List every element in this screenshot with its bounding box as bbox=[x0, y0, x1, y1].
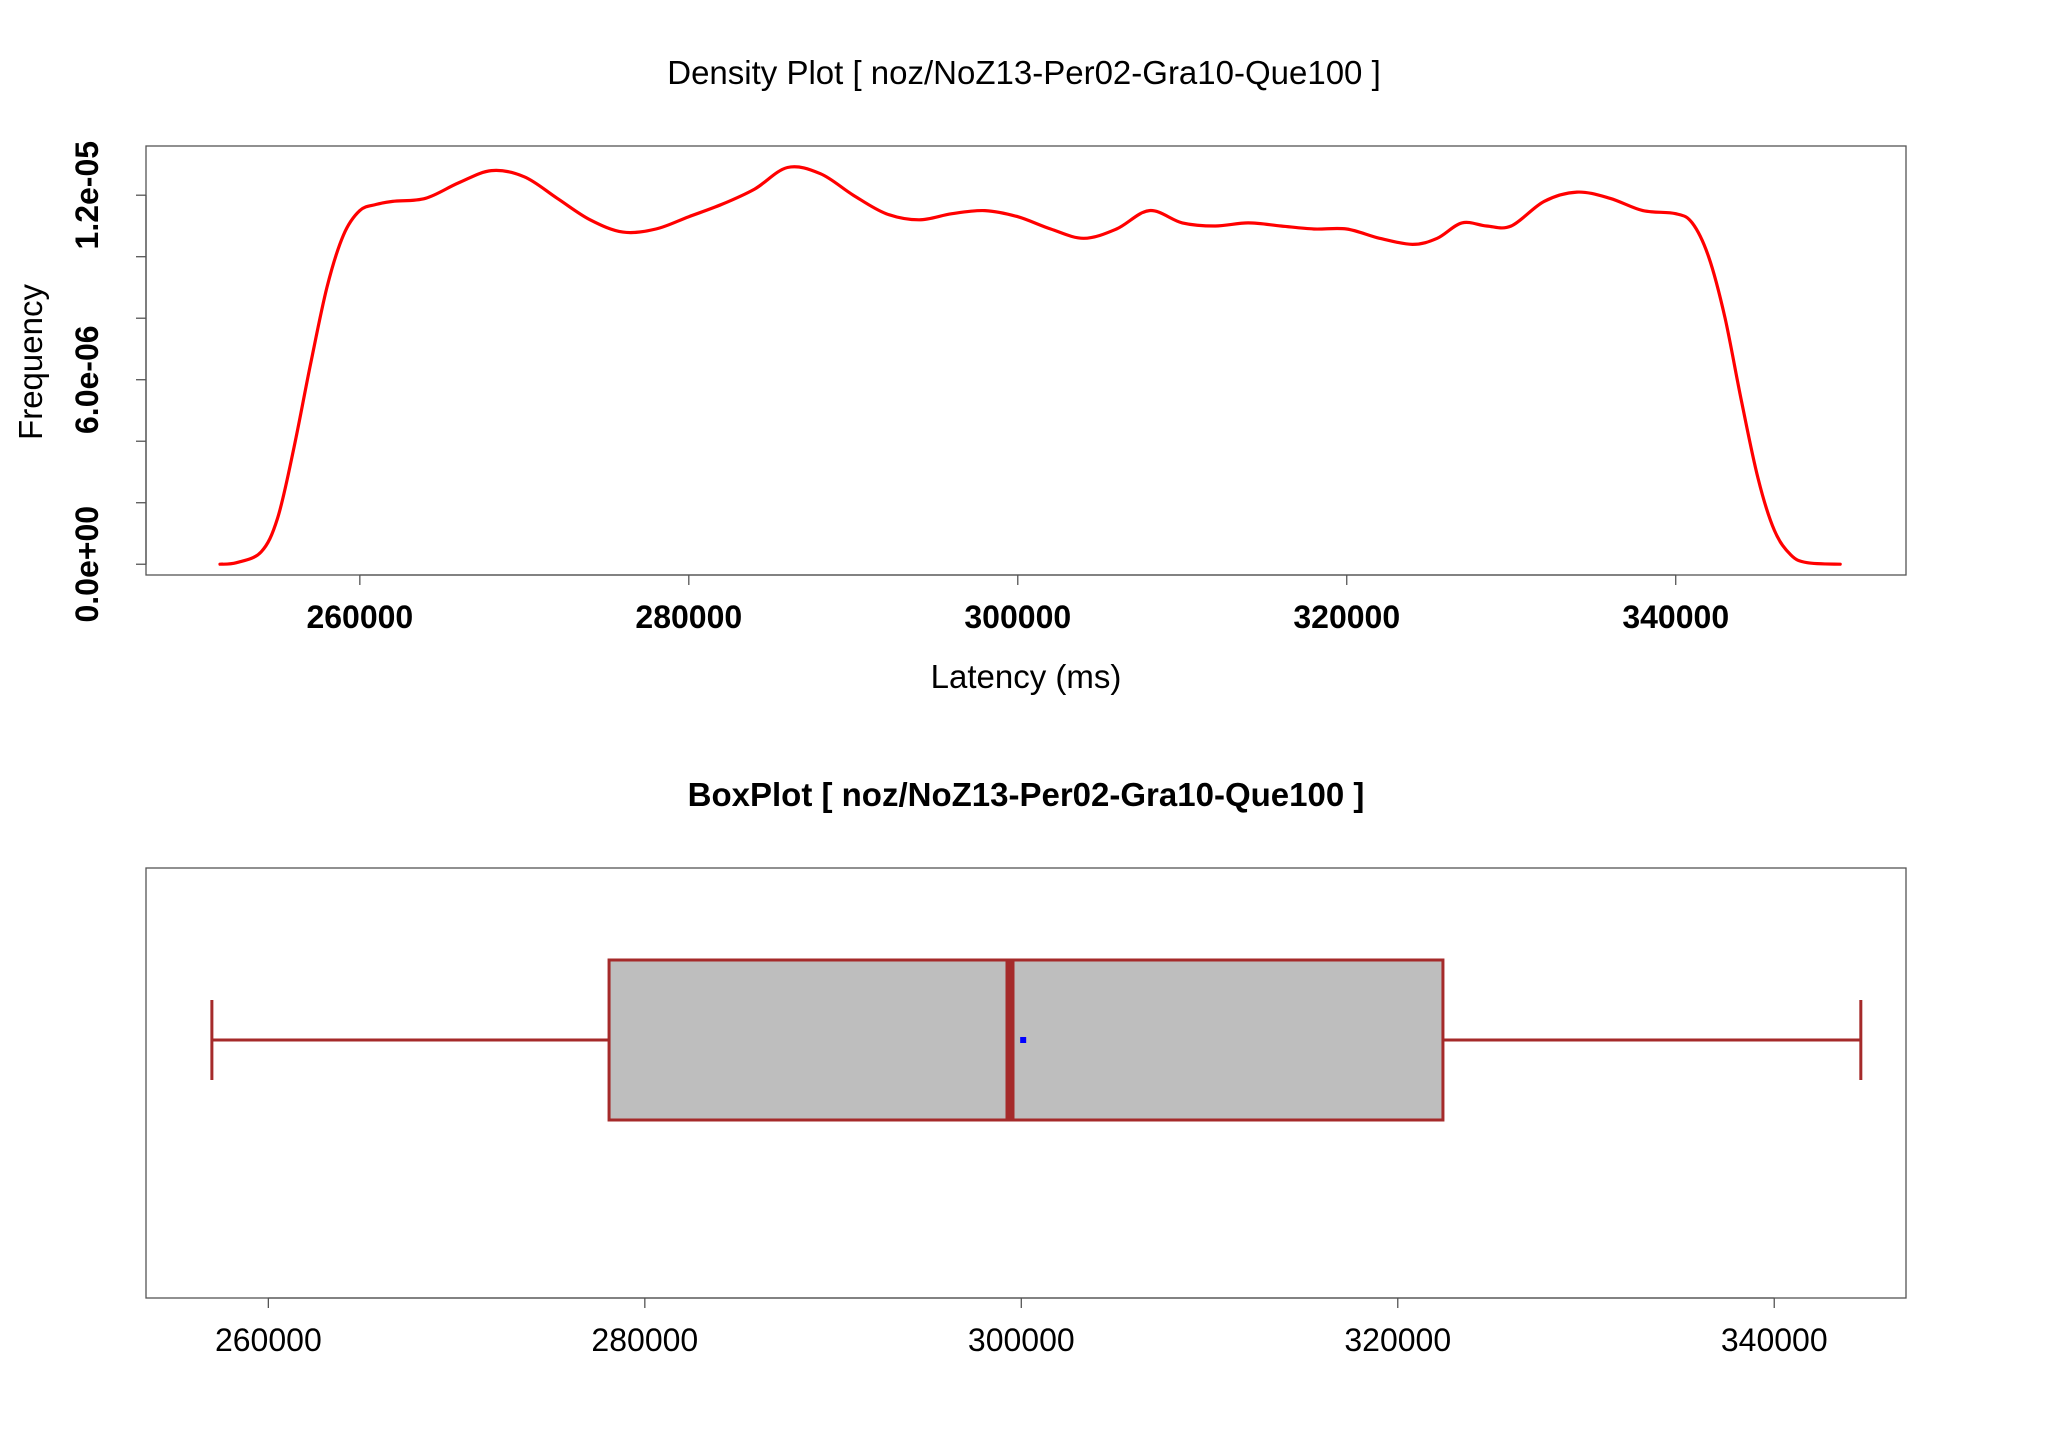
density-panel: Density Plot [ noz/NoZ13-Per02-Gra10-Que… bbox=[12, 54, 1907, 695]
density-y-tick-label: 0.0e+00 bbox=[69, 506, 105, 623]
density-y-tick-label: 1.2e-05 bbox=[69, 141, 105, 250]
box-x-tick-label: 320000 bbox=[1344, 1322, 1451, 1358]
mean-point bbox=[1020, 1037, 1027, 1043]
density-x-tick-label: 320000 bbox=[1293, 599, 1400, 635]
density-x-axis: 260000 280000 300000 320000 340000 bbox=[306, 574, 1729, 635]
density-y-axis: 0.0e+00 6.0e-06 1.2e-05 bbox=[69, 141, 147, 623]
density-x-tick-label: 340000 bbox=[1622, 599, 1729, 635]
density-x-tick-label: 280000 bbox=[635, 599, 742, 635]
density-y-axis-title: Frequency bbox=[12, 284, 49, 440]
density-x-axis-title: Latency (ms) bbox=[931, 658, 1122, 695]
density-title: Density Plot [ noz/NoZ13-Per02-Gra10-Que… bbox=[667, 54, 1381, 91]
box-x-axis: 260000 280000 300000 320000 340000 bbox=[215, 1297, 1828, 1358]
density-y-tick-label: 6.0e-06 bbox=[69, 325, 105, 434]
box-title: BoxPlot [ noz/NoZ13-Per02-Gra10-Que100 ] bbox=[688, 776, 1365, 813]
box-x-tick-label: 280000 bbox=[591, 1322, 698, 1358]
box-plot-marks bbox=[210, 958, 1863, 1122]
box-panel: BoxPlot [ noz/NoZ13-Per02-Gra10-Que100 ]… bbox=[145, 776, 1907, 1358]
density-x-tick-label: 300000 bbox=[964, 599, 1071, 635]
box-x-tick-label: 340000 bbox=[1721, 1322, 1828, 1358]
box-x-tick-label: 260000 bbox=[215, 1322, 322, 1358]
box-x-tick-label: 300000 bbox=[968, 1322, 1075, 1358]
density-curve bbox=[218, 165, 1842, 566]
density-x-tick-label: 260000 bbox=[306, 599, 413, 635]
